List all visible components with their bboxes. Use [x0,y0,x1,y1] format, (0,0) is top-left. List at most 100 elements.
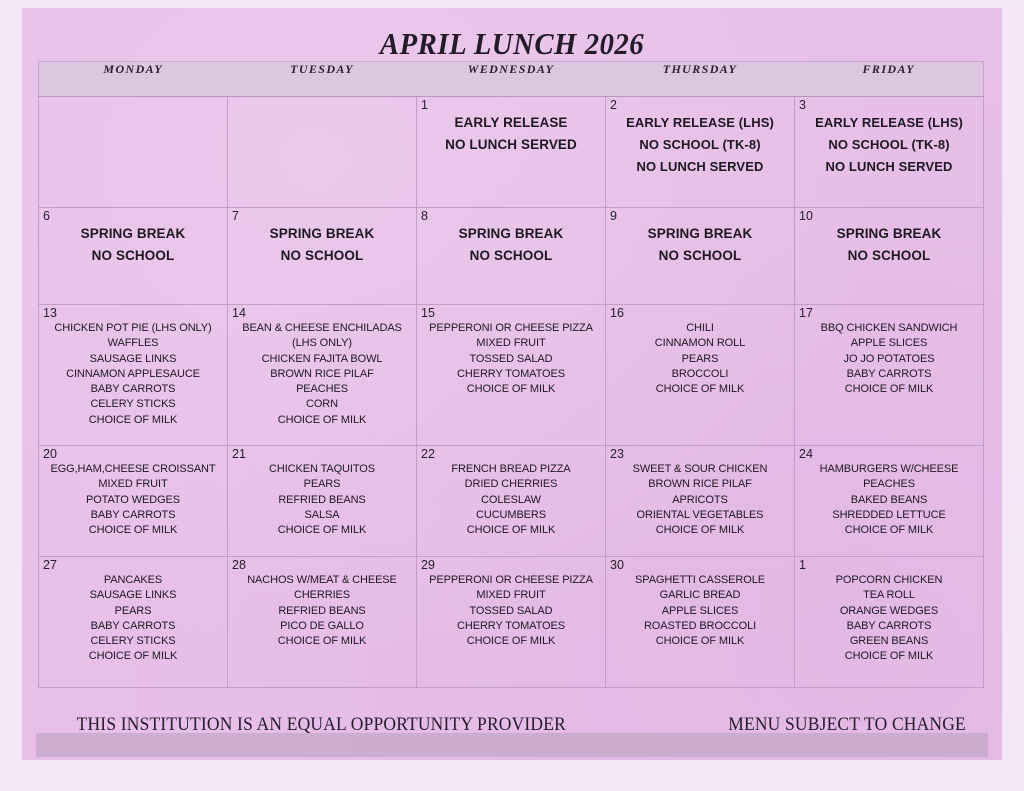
day-menu-items: EGG,HAM,CHEESE CROISSANT MIXED FRUIT POTAT… [39,446,227,538]
notice-line: NO SCHOOL [847,248,931,263]
day-menu-items: BEAN & CHEESE ENCHILADAS (LHS ONLY) CHICKE… [228,305,416,428]
menu-item: SAUSAGE LINKS [89,589,177,602]
menu-item: PEPPERONI OR CHEESE PIZZA [429,574,593,586]
menu-item: REFRIED BEANS [278,493,366,506]
day-notice-text: EARLY RELEASE NO LUNCH SERVED [417,97,605,156]
notice-line: NO SCHOOL (TK-8) [639,137,761,152]
calendar-day-cell: 23 SWEET & SOUR CHICKEN BROWN RICE PILAF AP… [605,445,795,557]
menu-item: CHOICE OF MILK [844,524,934,537]
notice-line: NO LUNCH SERVED [825,159,953,174]
day-menu-items: PANCAKES SAUSAGE LINKS PEARS BABY CARROTS CE… [39,557,227,665]
day-menu-items: CHILI CINNAMON ROLL PEARS BROCCOLI CHOICE OF… [606,305,794,397]
menu-item: CHILI [686,322,714,334]
menu-item: CHOICE OF MILK [277,524,367,537]
calendar-day-cell: 28 NACHOS W/MEAT & CHEESE CHERRIES REFRIED … [227,556,417,688]
calendar-day-cell: 27 PANCAKES SAUSAGE LINKS PEARS BABY CARROTS… [38,556,228,688]
menu-item: CHERRY TOMATOES [457,619,565,632]
day-number: 20 [43,447,57,461]
day-number: 27 [43,558,57,572]
weekday-header-tuesday: TUESDAY [227,61,417,97]
menu-item: CHOICE OF MILK [655,635,745,648]
weekday-header-friday: FRIDAY [794,61,984,97]
day-number: 9 [610,209,617,223]
menu-item: COLESLAW [481,493,541,506]
calendar-day-cell: 16 CHILI CINNAMON ROLL PEARS BROCCOLI CHOICE … [605,304,795,446]
menu-item: SPAGHETTI CASSEROLE [635,574,765,586]
menu-item: CHOICE OF MILK [655,524,745,537]
menu-item: TOSSED SALAD [469,352,553,365]
menu-item: CHICKEN POT PIE (LHS ONLY) [54,322,212,334]
calendar-body: 1 EARLY RELEASE NO LUNCH SERVED 2 EARLY RELE… [38,96,984,688]
menu-item: CHICKEN FAJITA BOWL [261,352,383,365]
menu-item: CINNAMON ROLL [654,337,746,350]
menu-item: PICO DE GALLO [280,619,364,632]
menu-item: WAFFLES [107,337,159,350]
menu-item: SWEET & SOUR CHICKEN [632,463,768,475]
calendar-day-cell: 30 SPAGHETTI CASSEROLE GARLIC BREAD APPLE S… [605,556,795,688]
menu-item: CHOICE OF MILK [88,413,178,426]
menu-item: BABY CARROTS [90,619,176,632]
day-number: 23 [610,447,624,461]
menu-item: PEARS [681,352,719,365]
day-menu-items: CHICKEN TAQUITOS PEARS REFRIED BEANS SALSA C… [228,446,416,538]
day-number: 24 [799,447,813,461]
menu-item: DRIED CHERRIES [464,478,558,491]
calendar-day-cell: 8 SPRING BREAK NO SCHOOL [416,207,606,305]
menu-item: BABY CARROTS [90,508,176,521]
calendar-day-cell: 21 CHICKEN TAQUITOS PEARS REFRIED BEANS SALS… [227,445,417,557]
day-number: 17 [799,306,813,320]
footer: THIS INSTITUTION IS AN EQUAL OPPORTUNITY… [38,710,984,740]
calendar-week-row: 6 SPRING BREAK NO SCHOOL 7 SPRING BREAK NO SC… [38,207,984,305]
menu-item: BABY CARROTS [90,383,176,396]
day-number: 7 [232,209,239,223]
calendar-week-row: 13 CHICKEN POT PIE (LHS ONLY) WAFFLES SAUSA… [38,304,984,446]
menu-item: REFRIED BEANS [278,604,366,617]
day-number: 6 [43,209,50,223]
menu-item: GREEN BEANS [849,635,929,648]
day-number: 22 [421,447,435,461]
menu-item: (LHS ONLY) [292,337,352,350]
day-number: 29 [421,558,435,572]
calendar-day-cell: 3 EARLY RELEASE (LHS) NO SCHOOL (TK-8) NO L… [794,96,984,208]
menu-item: CHOICE OF MILK [466,635,556,648]
notice-line: SPRING BREAK [80,226,186,241]
notice-line: SPRING BREAK [836,226,942,241]
menu-item: POPCORN CHICKEN [835,574,943,586]
day-notice-text: SPRING BREAK NO SCHOOL [606,208,794,267]
menu-item: ORANGE WEDGES [839,604,939,617]
scan-artifact-bar [36,733,988,757]
notice-line: NO SCHOOL [280,248,364,263]
notice-line: NO SCHOOL [658,248,742,263]
day-notice-text: EARLY RELEASE (LHS) NO SCHOOL (TK-8) NO LU… [795,97,983,178]
menu-item: EGG,HAM,CHEESE CROISSANT [50,463,216,475]
menu-item: BROCCOLI [671,367,729,380]
calendar-day-cell: 2 EARLY RELEASE (LHS) NO SCHOOL (TK-8) NO L… [605,96,795,208]
day-number: 2 [610,98,617,112]
day-number: 1 [799,558,806,572]
menu-item: CUCUMBERS [476,508,546,521]
paper-sheet: APRIL LUNCH 2026 MONDAY TUESDAY WEDNESDA… [22,8,1002,760]
day-notice-text: EARLY RELEASE (LHS) NO SCHOOL (TK-8) NO LU… [606,97,794,178]
menu-item: BABY CARROTS [846,367,932,380]
calendar-day-cell: 10 SPRING BREAK NO SCHOOL [794,207,984,305]
calendar-day-cell: 6 SPRING BREAK NO SCHOOL [38,207,228,305]
day-menu-items: CHICKEN POT PIE (LHS ONLY) WAFFLES SAUSAGE… [39,305,227,428]
menu-item: BEAN & CHEESE ENCHILADAS [242,322,402,334]
menu-item: CHOICE OF MILK [466,524,556,537]
menu-item: TOSSED SALAD [469,604,553,617]
menu-item: BROWN RICE PILAF [270,367,374,380]
menu-item: SALSA [304,508,340,521]
calendar-day-cell: 24 HAMBURGERS W/CHEESE PEACHES BAKED BEANS S… [794,445,984,557]
day-number: 15 [421,306,435,320]
day-notice-text: SPRING BREAK NO SCHOOL [417,208,605,267]
menu-item: ROASTED BROCCOLI [643,619,757,632]
day-number: 28 [232,558,246,572]
menu-item: SAUSAGE LINKS [89,352,177,365]
day-number: 13 [43,306,57,320]
day-number: 10 [799,209,813,223]
notice-line: EARLY RELEASE (LHS) [815,115,963,130]
day-menu-items: SWEET & SOUR CHICKEN BROWN RICE PILAF APRI… [606,446,794,538]
menu-item: CORN [306,398,338,411]
menu-item: CHERRY TOMATOES [457,367,565,380]
